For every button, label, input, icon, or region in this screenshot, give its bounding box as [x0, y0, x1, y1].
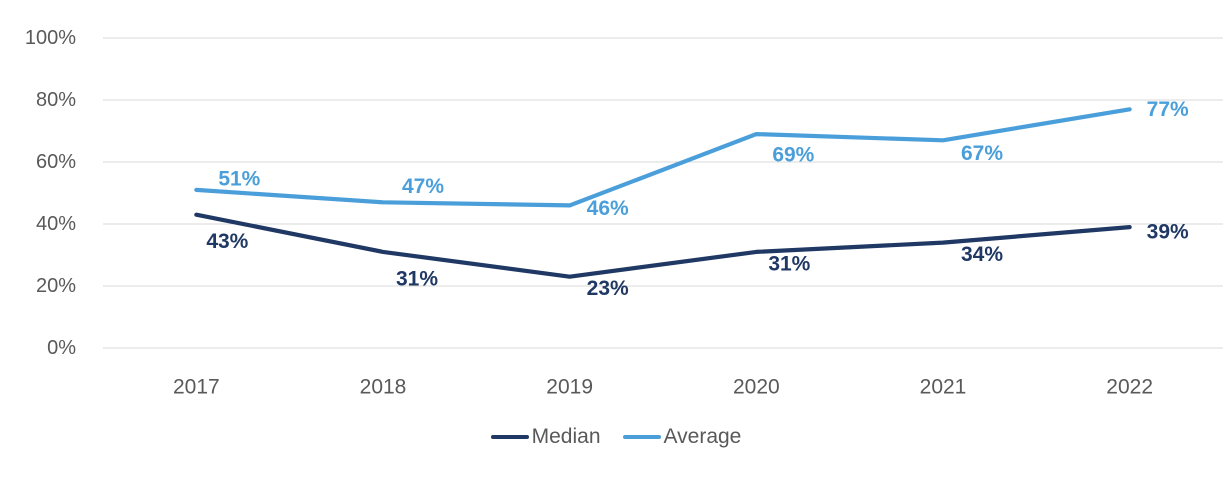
legend-item-average: Average — [622, 423, 742, 451]
y-axis-tick-label: 0% — [47, 337, 76, 359]
x-axis-tick-label: 2017 — [173, 376, 220, 399]
average-data-label: 46% — [587, 197, 629, 220]
median-line-swatch — [490, 434, 529, 440]
average-data-label: 67% — [961, 142, 1003, 165]
x-axis-tick-label: 2021 — [920, 376, 967, 399]
average-data-label: 47% — [402, 175, 444, 198]
median-data-label: 31% — [768, 252, 810, 275]
average-line — [194, 107, 1132, 208]
median-line — [194, 212, 1132, 279]
legend-label-median: Median — [531, 425, 601, 448]
x-axis-tick-label: 2018 — [360, 376, 407, 399]
y-axis-tick-label: 60% — [36, 151, 76, 173]
legend-label-average: Average — [663, 425, 742, 448]
y-axis-tick-label: 100% — [25, 27, 76, 49]
median-data-label: 34% — [961, 243, 1003, 266]
median-data-label: 43% — [206, 230, 248, 253]
average-data-label: 69% — [772, 144, 814, 167]
x-axis-tick-label: 2020 — [733, 376, 780, 399]
chart-legend: Median Average — [0, 423, 1232, 451]
average-line-swatch — [622, 434, 661, 440]
y-axis-tick-label: 80% — [36, 89, 76, 111]
y-axis-tick-label: 40% — [36, 213, 76, 235]
legend-item-median: Median — [490, 423, 601, 451]
x-axis-tick-label: 2022 — [1106, 376, 1153, 399]
average-data-label: 77% — [1147, 98, 1189, 121]
median-data-label: 23% — [587, 277, 629, 300]
median-data-label: 39% — [1147, 221, 1189, 244]
average-data-label: 51% — [218, 167, 260, 190]
x-axis-tick-label: 2019 — [546, 376, 593, 399]
median-data-label: 31% — [396, 267, 438, 290]
y-axis-tick-label: 20% — [36, 275, 76, 297]
